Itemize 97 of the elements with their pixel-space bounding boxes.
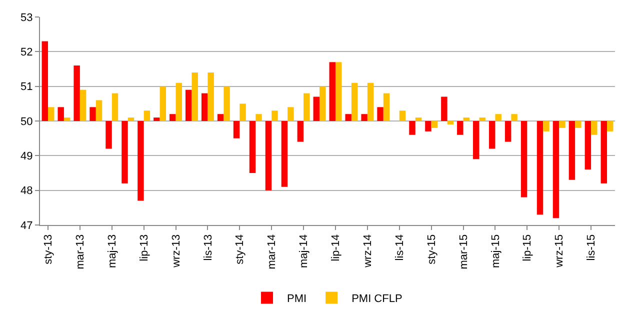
bar: [240, 104, 246, 121]
bar: [176, 82, 182, 121]
y-tick-label: 50: [20, 116, 33, 128]
bar: [144, 110, 150, 121]
bar: [58, 107, 64, 121]
bar: [511, 114, 518, 121]
bar: [42, 41, 48, 121]
bar: [543, 121, 550, 132]
bar: [367, 82, 374, 121]
bar: [457, 121, 464, 135]
x-tick-label: mar-14: [266, 234, 278, 270]
bar: [192, 72, 198, 121]
bar: [170, 114, 176, 121]
bar: [313, 96, 320, 121]
bar: [361, 114, 368, 121]
x-tick-label: sty-13: [42, 234, 55, 264]
bar: [201, 93, 208, 121]
bar: [90, 107, 96, 121]
y-tick-label: 53: [20, 12, 33, 24]
x-tick-label: lip-15: [522, 234, 534, 262]
bar: [249, 121, 256, 173]
bar: [409, 121, 416, 135]
bar: [154, 118, 160, 121]
y-tick-label: 49: [20, 150, 33, 163]
bar: [272, 110, 278, 121]
bar: [351, 82, 358, 121]
x-tick-label: maj-13: [106, 234, 118, 268]
y-tick-label: 47: [20, 220, 33, 232]
bar: [520, 121, 528, 198]
x-tick-label: maj-15: [490, 234, 502, 268]
x-tick-label: lis-13: [202, 234, 214, 261]
bar: [224, 86, 230, 121]
legend-label: PMI: [287, 293, 307, 306]
bar: [575, 121, 582, 128]
bar: [186, 90, 192, 121]
bar: [463, 118, 470, 121]
x-tick-label: maj-14: [298, 234, 310, 268]
bar: [106, 121, 112, 149]
bar: [320, 86, 326, 121]
bar: [607, 121, 614, 132]
bar: [304, 93, 310, 121]
bar: [425, 121, 432, 132]
bar: [536, 121, 544, 215]
bar: [122, 121, 128, 184]
x-tick-label: wrz-13: [170, 234, 182, 268]
bar: [208, 72, 214, 121]
bar: [479, 118, 486, 121]
bar: [552, 121, 560, 218]
bar: [48, 107, 54, 121]
bar: [297, 121, 304, 142]
bar: [495, 114, 502, 121]
bar: [431, 121, 438, 128]
bar: [377, 107, 384, 121]
bar: [128, 118, 134, 121]
bar: [584, 121, 592, 170]
bar: [329, 62, 336, 121]
bar: [399, 110, 406, 121]
legend-label: PMI CFLP: [352, 293, 402, 306]
bar: [160, 86, 166, 121]
bar: [281, 121, 288, 187]
bar: [488, 121, 496, 149]
bar: [138, 121, 144, 201]
bar: [600, 121, 608, 184]
bar: [256, 114, 262, 121]
x-tick-label: mar-15: [458, 234, 470, 270]
y-tick-label: 52: [20, 46, 33, 59]
bar: [96, 100, 102, 121]
bar: [591, 121, 598, 135]
x-tick-label: lis-14: [394, 234, 406, 261]
bar: [504, 121, 512, 142]
x-tick-label: lip-14: [330, 234, 342, 262]
x-tick-label: wrz-15: [554, 234, 566, 268]
bar: [64, 118, 70, 121]
x-tick-label: sty-15: [426, 234, 438, 264]
y-tick-label: 51: [20, 81, 33, 94]
x-tick-label: sty-14: [234, 234, 246, 264]
x-tick-label: lis-15: [586, 234, 598, 261]
bar: [335, 62, 342, 121]
bar: [559, 121, 566, 128]
bar: [80, 90, 86, 121]
bar: [345, 114, 352, 121]
x-tick-label: mar-13: [74, 234, 87, 270]
bar: [383, 93, 390, 121]
y-tick-label: 48: [20, 185, 33, 198]
bar: [415, 118, 422, 121]
bar: [265, 121, 272, 190]
x-tick-label: wrz-14: [362, 234, 374, 268]
bar: [217, 114, 224, 121]
bar: [447, 121, 454, 124]
bar: [288, 107, 294, 121]
bar: [473, 121, 480, 160]
bar: [112, 93, 118, 121]
bar: [74, 66, 80, 121]
bar: [441, 96, 448, 121]
x-tick-label: lip-13: [138, 234, 150, 262]
bar: [233, 121, 240, 138]
bar: [568, 121, 576, 180]
